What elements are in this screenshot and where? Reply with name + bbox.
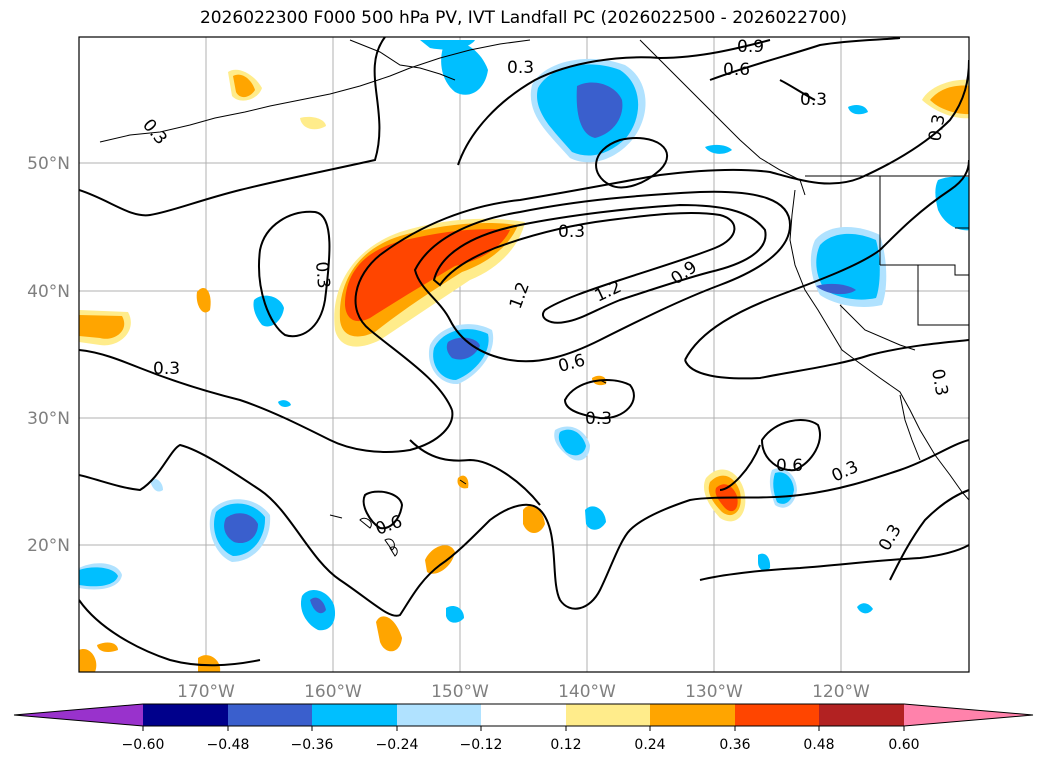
longitude-labels: 170°W 160°W 150°W 140°W 130°W 120°W: [177, 682, 870, 702]
pv-positive-anomalies: [79, 69, 969, 672]
pv-contours: [79, 37, 969, 667]
lon-label: 150°W: [431, 682, 489, 702]
colorbar-tick-label: 0.36: [719, 737, 750, 753]
colorbar-tick-label: 0.12: [550, 737, 581, 753]
colorbar-segment: [650, 704, 735, 726]
colorbar-ticks: [142, 726, 905, 731]
colorbar-segment: [735, 704, 819, 726]
contour-label: 1.2: [506, 279, 534, 311]
lat-label: 50°N: [27, 154, 70, 174]
lon-label: 120°W: [812, 682, 870, 702]
colorbar-tick-label: −0.48: [207, 737, 250, 753]
gridlines: [79, 37, 969, 672]
colorbar-tick-label: −0.60: [122, 737, 165, 753]
coastlines: [99, 39, 969, 557]
colorbar-tick-label: 0.60: [888, 737, 919, 753]
latitude-labels: 50°N 40°N 30°N 20°N: [27, 154, 70, 556]
colorbar-extend-left: [14, 704, 143, 726]
contour-label: 0.6: [723, 60, 750, 80]
colorbar-tick-label: 0.24: [634, 737, 665, 753]
colorbar-tick-label: −0.12: [460, 737, 503, 753]
contour-label: 0.6: [373, 512, 405, 540]
contour-label: 0.3: [585, 409, 612, 429]
lat-label: 40°N: [27, 282, 70, 302]
contour-label: 0.3: [138, 115, 171, 149]
contour-label: 0.3: [925, 113, 949, 143]
colorbar-segment: [397, 704, 481, 726]
colorbar-segment: [312, 704, 397, 726]
lon-label: 160°W: [304, 682, 362, 702]
pv-negative-anomalies: [79, 40, 969, 631]
colorbar-tick-label: −0.36: [291, 737, 334, 753]
contour-label: 0.3: [829, 457, 862, 487]
contour-label: 0.3: [311, 261, 333, 290]
contour-label: 0.3: [875, 521, 906, 554]
lon-label: 140°W: [558, 682, 616, 702]
contour-label: 0.3: [153, 359, 180, 379]
contour-label: 0.6: [556, 351, 587, 377]
lon-label: 170°W: [177, 682, 235, 702]
map-area: 0.3 0.3 0.9 0.6 0.3 0.3 0.3 0.3 0.3 0.3 …: [79, 37, 969, 672]
contour-label: 0.6: [776, 456, 803, 476]
colorbar-segment: [228, 704, 312, 726]
colorbar-tick-label: −0.24: [376, 737, 419, 753]
colorbar-tick-labels: −0.60 −0.48 −0.36 −0.24 −0.12 0.12 0.24 …: [122, 737, 920, 753]
colorbar-segment: [819, 704, 904, 726]
map-frame: [78, 36, 970, 673]
contour-label: 0.3: [558, 222, 585, 242]
contour-label: 0.3: [800, 90, 827, 110]
colorbar-extend-right: [904, 704, 1033, 726]
map-title: 2026022300 F000 500 hPa PV, IVT Landfall…: [199, 8, 847, 28]
contour-label: 0.3: [927, 367, 951, 397]
contour-label: 0.9: [737, 37, 764, 57]
contour-label: 1.2: [592, 277, 625, 307]
lat-label: 20°N: [27, 536, 70, 556]
lon-label: 130°W: [685, 682, 743, 702]
lat-label: 30°N: [27, 409, 70, 429]
colorbar: −0.60 −0.48 −0.36 −0.24 −0.12 0.12 0.24 …: [13, 703, 1034, 753]
contour-label: 0.3: [507, 58, 534, 78]
colorbar-tick-label: 0.48: [803, 737, 834, 753]
colorbar-segment: [566, 704, 650, 726]
colorbar-segment: [143, 704, 228, 726]
colorbar-segment: [481, 704, 566, 726]
